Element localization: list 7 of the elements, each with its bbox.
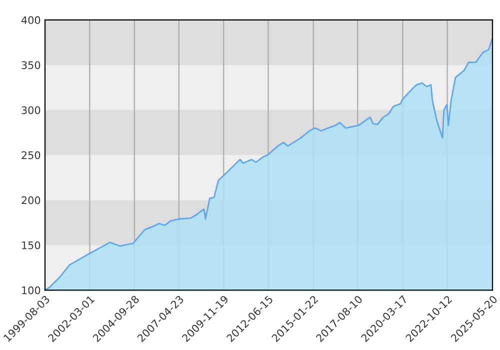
y-tick-label: 100 <box>22 286 40 294</box>
y-tick-label: 250 <box>22 151 40 160</box>
y-tick-label: 150 <box>22 241 40 250</box>
y-tick-label: 350 <box>22 61 40 70</box>
y-tick-label: 200 <box>22 196 40 204</box>
y-tick-label: 400 <box>21 16 40 24</box>
y-tick-label: 300 <box>22 106 40 114</box>
